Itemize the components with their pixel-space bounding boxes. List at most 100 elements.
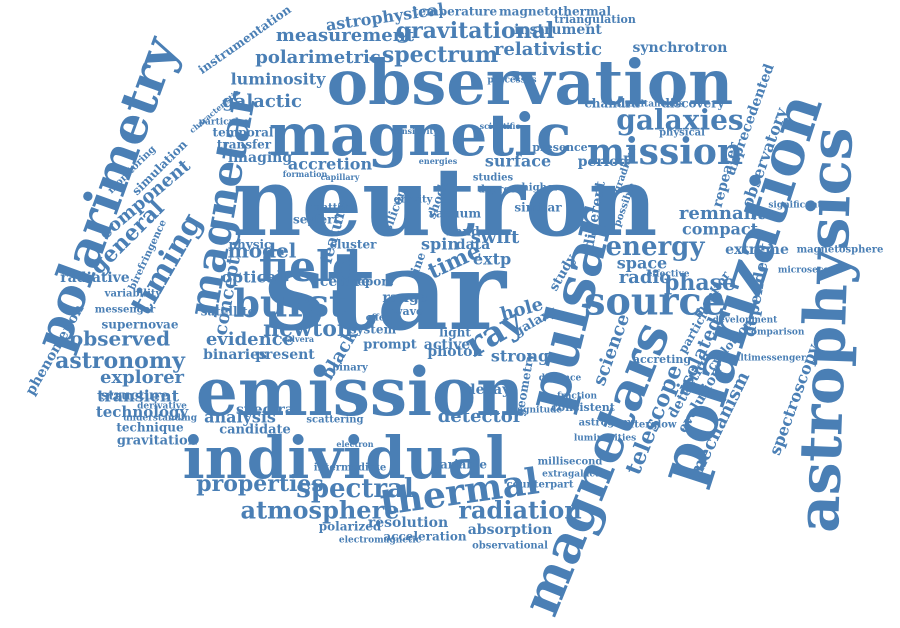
word-microsecond: microsecond [778,266,843,276]
word-millisecond: millisecond [538,457,603,468]
word-binaries: binaries [203,347,267,363]
word-individual: individual [183,424,508,492]
word-transient: transient [97,387,180,406]
word-source: source [584,279,726,324]
word-spectra: spectra [236,402,294,418]
word-scientific: scientific [480,121,521,131]
word-candidate: candidate [219,423,291,438]
word-technique: technique [116,421,184,435]
word-report: report [351,275,394,289]
word-significant: significant [768,201,822,211]
word-supernovae: supernovae [102,318,179,332]
word-scattering: scattering [306,415,363,426]
word-luminosities: luminosities [574,434,636,444]
word-photon: photon [427,344,482,360]
word-distance: distance [539,374,582,384]
word-seyfert: seyfert [293,213,339,227]
word-strong: strong [491,347,549,366]
word-variability: variability [104,289,163,300]
word-detector: detector [438,406,523,427]
word-capillary: capillary [321,172,360,182]
word-technology: technology [96,403,190,421]
word-present: present [255,347,315,363]
word-centre: centre [320,274,370,290]
word-matter: matter [311,203,350,214]
word-newton: newton [263,316,353,342]
word-temperature: temperature [413,5,498,19]
word-wave: wave [392,305,423,318]
word-gravity: gravity [394,195,434,206]
word-higher: higher [522,183,560,194]
word-energy: energy [606,232,706,262]
word-spectrum: spectrum [382,42,498,68]
word-period: period [578,154,629,170]
word-observational: observational [472,541,548,552]
word-transfer: transfer [217,138,272,152]
word-swift: swift [471,227,520,248]
word-decay: decay [466,382,511,398]
word-field: field [259,242,362,291]
word-magnetosphere: magnetosphere [797,245,884,256]
word-sensitivity: sensitivity [392,126,438,136]
word-compact: compact [682,220,759,239]
word-triangulation: triangulation [554,13,636,26]
word-gravitational: gravitational [396,18,555,44]
word-messenger: messenger [95,305,156,316]
word-similar: similar [514,201,562,215]
word-studies: studies [473,173,514,184]
word-relativistic: relativistic [494,39,602,60]
word-polarized: polarized [319,520,382,534]
word-effective: effective [647,270,690,280]
word-intermediate: intermediate [314,463,387,474]
word-light: light [439,326,471,340]
word-multimessenger: multimessenger [724,354,806,364]
word-chandra: chandra [584,97,639,111]
word-range: range [382,290,427,306]
word-structure: structure [101,389,169,404]
word-neutron: neutron [233,147,658,258]
word-mission: mission [587,131,743,173]
word-astronomy: astronomy [55,348,186,374]
word-space: space [617,254,667,273]
word-system: system [350,323,397,337]
word-explorer: explorer [100,367,185,388]
word-observed: observed [70,327,170,351]
word-accreting: accreting [633,353,692,366]
word-surface: surface [485,152,551,171]
word-presence: presence [532,141,587,154]
word-luminosity: luminosity [231,70,327,89]
word-star: star [264,226,508,355]
word-cluster: cluster [330,238,378,252]
word-extreme: extreme [725,242,789,258]
word-simultaneous: simultaneous [616,100,684,110]
word-astrophysics: astrophysics [784,126,866,533]
word-afterglow: afterglow [623,420,676,431]
word-binary: binary [332,363,369,374]
word-degree: degree [478,185,516,196]
word-phase: phase [664,270,736,296]
word-magnetothermal: magnetothermal [499,5,611,19]
word-evidence: evidence [206,329,294,350]
word-radiative: radiative [60,270,130,286]
word-physical: physical [659,128,705,139]
word-radio: radio [619,267,672,288]
word-resolution: resolution [368,515,448,531]
word-electron: electron [336,439,373,449]
word-accretion: accretion [288,155,373,174]
word-formation: formation [283,169,328,179]
word-imaging: imaging [228,150,292,166]
word-understanding: understanding [123,414,198,424]
word-fraction: fraction [557,392,598,402]
word-gravitation: gravitation [117,434,198,449]
word-properties: properties [196,471,324,497]
word-active: active [424,337,471,353]
word-variable: variable [432,458,487,472]
word-acceleration: acceleration [383,530,466,544]
word-synchrotron: synchrotron [633,40,728,56]
word-galactic: galactic [222,91,302,112]
word-burst: burst [233,281,347,326]
word-polarimetric: polarimetric [255,47,381,68]
word-spin: spin [421,235,459,254]
